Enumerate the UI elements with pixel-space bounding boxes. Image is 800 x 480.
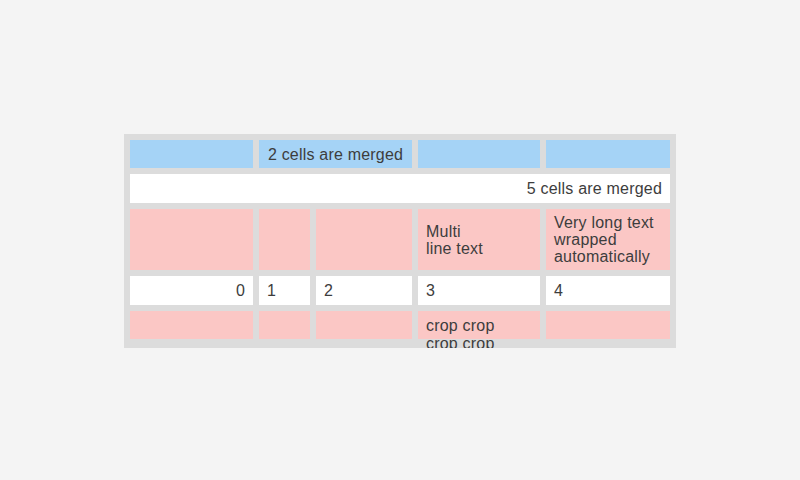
datagrid-viewport[interactable]: 2 cells are merged 5 cells are merged Mu… <box>124 134 676 348</box>
cell-r3c1[interactable] <box>130 209 253 270</box>
cell-r4c4[interactable]: 3 <box>418 276 540 305</box>
page-background: { "colors": { "page-bg": "#f4f4f4", "gri… <box>0 0 800 480</box>
cell-r3c5-wrapped[interactable]: Very long text wrapped automatically <box>546 209 670 270</box>
cell-r5c5[interactable] <box>546 311 670 339</box>
cell-r1c5[interactable] <box>546 140 670 168</box>
datagrid: 2 cells are merged 5 cells are merged Mu… <box>124 134 676 345</box>
cell-r4c3[interactable]: 2 <box>316 276 412 305</box>
cell-r2-merged-c1-c5[interactable]: 5 cells are merged <box>130 174 670 203</box>
cell-r3c3[interactable] <box>316 209 412 270</box>
cell-r5c3[interactable] <box>316 311 412 339</box>
cell-r5c2[interactable] <box>259 311 310 339</box>
cell-r1-merged-c2-c3[interactable]: 2 cells are merged <box>259 140 412 168</box>
cell-r3c2[interactable] <box>259 209 310 270</box>
cell-r3c4-multiline[interactable]: Multi line text <box>418 209 540 270</box>
cell-r5c1[interactable] <box>130 311 253 339</box>
cell-r5c4-cropped-text[interactable]: crop crop crop crop <box>418 311 540 339</box>
cell-r4c5[interactable]: 4 <box>546 276 670 305</box>
cell-r1c1[interactable] <box>130 140 253 168</box>
cell-r1c4[interactable] <box>418 140 540 168</box>
cell-r4c2[interactable]: 1 <box>259 276 310 305</box>
cell-r4c1[interactable]: 0 <box>130 276 253 305</box>
